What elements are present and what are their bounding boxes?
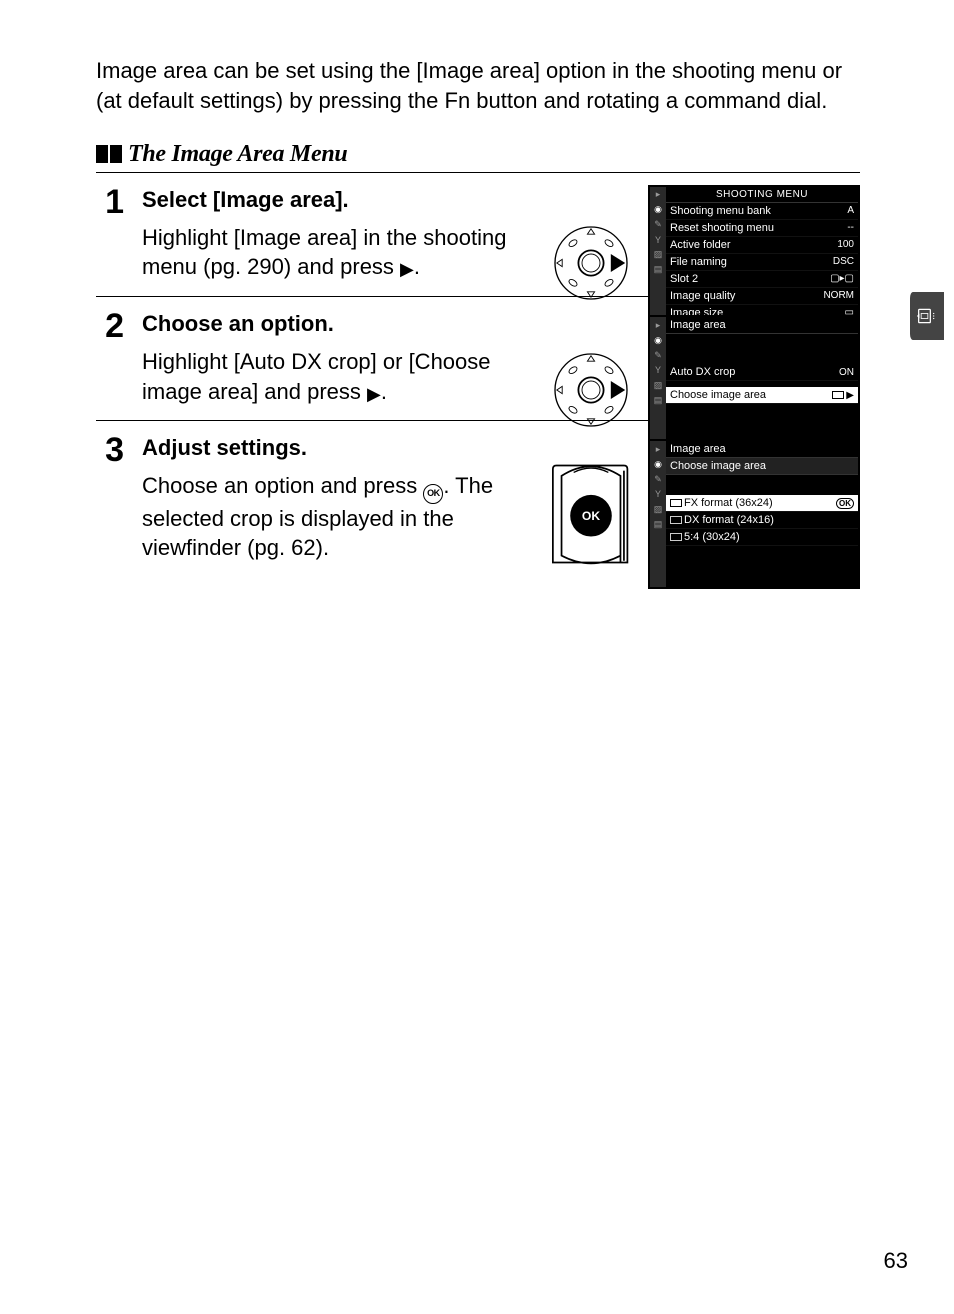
menu-row-label: File naming [670, 256, 727, 268]
menu-gap [666, 475, 858, 495]
menu-row: Slot 2 ▢▸▢ [666, 271, 858, 288]
menu-row-label: Choose image area [670, 389, 766, 401]
section-heading: The Image Area Menu [96, 141, 860, 168]
menu-row-value: DSC [833, 256, 854, 267]
menu-row-label: DX format (24x16) [670, 514, 774, 526]
step-title: Select [Image area]. [142, 187, 522, 213]
multi-selector-icon [546, 218, 636, 308]
playback-icon: ▸ [652, 319, 664, 331]
menu-row: Auto DX crop ON [666, 364, 858, 381]
step-number: 2 [96, 311, 124, 342]
playback-icon: ▸ [652, 443, 664, 455]
menu-subtitle: Choose image area [666, 458, 858, 475]
right-arrow-icon: ▶ [367, 382, 381, 406]
menu-row-label: Active folder [670, 239, 731, 251]
right-arrow-icon: ▶ [400, 257, 414, 281]
menu-row-highlighted: FX format (36x24) OK [666, 495, 858, 512]
menu-row-value: A [847, 205, 854, 216]
retouch-icon: ▨ [652, 379, 664, 391]
menu-row: 5:4 (30x24) [666, 529, 858, 546]
menu-row: Shooting menu bank A [666, 203, 858, 220]
menu-row-label-text: 5:4 (30x24) [684, 531, 740, 543]
choose-image-area-screenshot: ▸ ◉ ✎ Y ▨ ▤ Image area Choose image area… [648, 439, 860, 589]
menu-sidebar: ▸ ◉ ✎ Y ▨ ▤ [650, 441, 666, 587]
menu-row-label-text: DX format (24x16) [684, 514, 774, 526]
menu-row-label: Slot 2 [670, 273, 698, 285]
camera-icon: ◉ [652, 458, 664, 470]
intro-text: Image area can be set using the [Image a… [96, 56, 860, 117]
pencil-icon: ✎ [652, 219, 664, 231]
step-3-visuals: OK ▸ ◉ ✎ Y ▨ ▤ Image area Choose image a… [546, 439, 860, 589]
menu-row-label: 5:4 (30x24) [670, 531, 740, 543]
wrench-icon: Y [652, 488, 664, 500]
retouch-icon: ▨ [652, 249, 664, 261]
step-body: Highlight [Auto DX crop] or [Choose imag… [142, 347, 522, 406]
step-body-a: Highlight [Image area] in the shooting m… [142, 225, 506, 280]
step-body: Choose an option and press OK. The selec… [142, 471, 522, 562]
step-2: 2 Choose an option. Highlight [Auto DX c… [96, 297, 860, 416]
menu-title: Image area [666, 317, 858, 334]
step-body-b: . [414, 254, 420, 279]
menu-row-value: 100 [837, 239, 854, 250]
camera-icon: ◉ [652, 334, 664, 346]
step-body-b: . [381, 379, 387, 404]
mymenu-icon: ▤ [652, 394, 664, 406]
menu-row-label: FX format (36x24) [670, 497, 773, 509]
wrench-icon: Y [652, 364, 664, 376]
ok-button-icon: OK [423, 484, 443, 504]
page-number: 63 [884, 1248, 908, 1274]
menu-row-value: ▶ [832, 390, 854, 401]
mymenu-icon: ▤ [652, 518, 664, 530]
menu-title: Image area [666, 441, 858, 458]
pencil-icon: ✎ [652, 473, 664, 485]
menu-row-label: Auto DX crop [670, 366, 735, 378]
menu-row-label: Reset shooting menu [670, 222, 774, 234]
heading-marker-icon [96, 145, 122, 163]
menu-row-highlighted: Choose image area ▶ [666, 387, 858, 404]
menu-list: Auto DX crop ON Choose image area ▶ [666, 364, 858, 404]
svg-text:OK: OK [582, 510, 600, 524]
wrench-icon: Y [652, 234, 664, 246]
menu-gap [666, 334, 858, 364]
step-1: 1 Select [Image area]. Highlight [Image … [96, 173, 860, 292]
menu-row: File naming DSC [666, 254, 858, 271]
step-body-a: Highlight [Auto DX crop] or [Choose imag… [142, 349, 491, 404]
menu-row: Active folder 100 [666, 237, 858, 254]
menu-row: Reset shooting menu -- [666, 220, 858, 237]
menu-row-label-text: FX format (36x24) [684, 497, 773, 509]
menu-title: SHOOTING MENU [666, 187, 858, 203]
ok-badge: OK [836, 498, 854, 509]
section-heading-text: The Image Area Menu [128, 141, 347, 168]
mymenu-icon: ▤ [652, 264, 664, 276]
menu-list: FX format (36x24) OK DX format (24x16) 5… [666, 495, 858, 546]
section-tab-icon [910, 292, 944, 340]
pencil-icon: ✎ [652, 349, 664, 361]
retouch-icon: ▨ [652, 503, 664, 515]
step-title: Choose an option. [142, 311, 522, 337]
step-3: 3 Adjust settings. Choose an option and … [96, 421, 860, 572]
step-body-a: Choose an option and press [142, 473, 423, 498]
step-body: Highlight [Image area] in the shooting m… [142, 223, 522, 282]
playback-icon: ▸ [652, 189, 664, 201]
menu-row-value: ON [839, 367, 854, 378]
step-title: Adjust settings. [142, 435, 522, 461]
menu-row: DX format (24x16) [666, 512, 858, 529]
menu-row-value: ▢▸▢ [830, 273, 854, 284]
ok-center-button-icon: OK [546, 462, 636, 566]
step-number: 3 [96, 435, 124, 466]
camera-icon: ◉ [652, 204, 664, 216]
menu-row-value: -- [847, 222, 854, 233]
menu-row-label: Shooting menu bank [670, 205, 771, 217]
step-number: 1 [96, 187, 124, 218]
